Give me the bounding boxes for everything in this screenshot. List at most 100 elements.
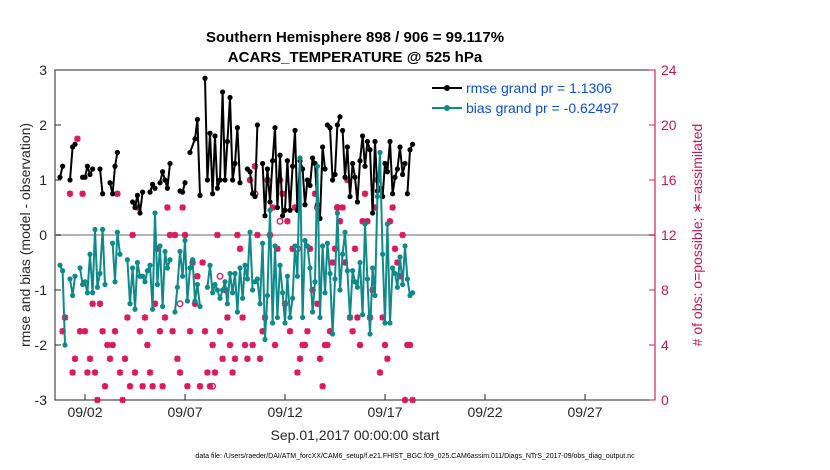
obs-assimilated-marker-35 — [149, 383, 156, 390]
obs-star-stroke — [211, 369, 219, 376]
rmse-point-3-1 — [100, 191, 106, 197]
obs-assimilated-marker-103 — [319, 383, 326, 390]
obs-assimilated-marker-16 — [101, 383, 109, 390]
bias-point-4-12 — [154, 281, 160, 288]
bias-point-6-17 — [247, 229, 253, 235]
rmse-point-12-7 — [277, 152, 283, 158]
bias-point-6-18 — [250, 287, 256, 293]
rmse-point-12-25 — [322, 166, 328, 172]
rmse-point-12-1 — [262, 213, 268, 219]
obs-assimilated-marker-72 — [241, 341, 249, 349]
bias-point-7-28 — [322, 290, 328, 296]
obs-assimilated-marker-43 — [169, 328, 176, 335]
obs-assimilated-marker-128 — [381, 341, 389, 349]
rmse-point-9-2 — [194, 116, 200, 123]
bias-point-7-21 — [304, 243, 310, 249]
bias-point-6-4 — [214, 287, 220, 293]
bias-point-5-2 — [177, 248, 183, 255]
rmse-point-10-5 — [214, 185, 220, 191]
bias-point-7-2 — [257, 301, 263, 307]
bias-point-5-1 — [174, 284, 180, 290]
bias-point-7-53 — [384, 221, 390, 227]
obs-assimilated-marker-50 — [186, 328, 194, 335]
bias-point-7-42 — [357, 259, 363, 266]
rmse-point-4-1 — [110, 191, 116, 197]
obs-star-stroke — [174, 355, 181, 362]
obs-possible-marker-6 — [276, 217, 284, 225]
obs-assimilated-marker-12 — [91, 369, 99, 376]
rmse-point-13-5 — [337, 114, 343, 120]
obs-star-stroke — [141, 314, 149, 321]
bias-point-7-7 — [270, 320, 276, 326]
obs-star-stroke — [339, 204, 346, 211]
bias-point-7-30 — [327, 270, 333, 277]
obs-star-stroke — [84, 369, 91, 376]
obs-star-stroke — [126, 383, 134, 390]
rmse-point-14-18 — [384, 169, 390, 175]
rmse-point-10-0 — [202, 75, 208, 81]
obs-star-stroke — [69, 369, 76, 376]
rmse-point-10-4 — [212, 133, 218, 139]
obs-star-stroke — [166, 231, 174, 239]
obs-assimilated-marker-70 — [236, 245, 244, 252]
bias-point-2-5 — [90, 290, 96, 296]
rmse-point-11-1 — [247, 169, 253, 175]
rmse-point-5-3 — [137, 210, 143, 216]
bias-point-6-5 — [217, 295, 223, 301]
rmse-point-12-17 — [302, 202, 308, 208]
obs-assimilated-marker-117 — [354, 314, 361, 321]
rmse-point-10-3 — [210, 191, 216, 197]
rmse-point-14-10 — [364, 138, 370, 145]
obs-assimilated-marker-139 — [409, 396, 416, 404]
y-tick-label: -1 — [35, 282, 48, 298]
bias-point-3-3 — [117, 251, 123, 257]
rmse-point-14-4 — [350, 160, 356, 167]
obs-star-stroke — [181, 231, 189, 239]
obs-star-stroke — [284, 218, 291, 225]
rmse-point-12-16 — [300, 166, 306, 172]
obs-star-stroke — [219, 355, 226, 362]
bias-point-3-2 — [114, 229, 120, 235]
bias-point-4-1 — [127, 301, 133, 307]
obs-assimilated-marker-3 — [69, 369, 76, 376]
bias-point-7-36 — [342, 229, 348, 235]
bias-point-7-8 — [272, 243, 278, 249]
obs-star-stroke — [209, 341, 216, 349]
rmse-point-4-3 — [114, 149, 120, 156]
obs-assimilated-marker-57 — [204, 369, 211, 376]
bias-point-2-10 — [102, 281, 108, 288]
obs-assimilated-marker-53 — [194, 273, 201, 280]
obs-possible-marker-3 — [209, 382, 217, 390]
obs-assimilated-marker-20 — [111, 328, 119, 335]
obs-assimilated-marker-4 — [71, 355, 79, 362]
obs-assimilated-marker-31 — [139, 383, 146, 390]
bias-point-1-1 — [70, 292, 76, 299]
x-axis-label: Sep.01,2017 00:00:00 start — [271, 427, 440, 443]
y2-axis-label: # of obs: o=possible; ∗=assimilated — [689, 124, 705, 347]
obs-star-stroke — [169, 328, 176, 335]
rmse-point-10-2 — [207, 130, 213, 136]
obs-star-stroke — [99, 328, 106, 335]
obs-star-stroke — [244, 355, 251, 362]
bias-point-7-44 — [362, 221, 368, 227]
obs-assimilated-marker-30 — [136, 328, 144, 335]
bias-point-3-1 — [112, 279, 118, 285]
rmse-point-10-10 — [227, 94, 233, 101]
rmse-point-15-1 — [407, 147, 413, 153]
bias-point-7-11 — [280, 290, 286, 296]
rmse-point-10-12 — [232, 160, 238, 167]
bias-point-7-13 — [284, 273, 290, 279]
legend-marker-rmse — [444, 85, 450, 91]
rmse-point-14-1 — [342, 174, 348, 180]
bias-point-0-0 — [57, 262, 63, 268]
bias-point-5-3 — [180, 273, 186, 279]
obs-assimilated-marker-90 — [286, 328, 294, 335]
obs-assimilated-marker-5 — [74, 135, 81, 142]
obs-star-stroke — [146, 369, 154, 376]
rmse-point-10-13 — [234, 125, 240, 131]
obs-star-stroke — [399, 231, 406, 239]
obs-assimilated-marker-55 — [199, 259, 206, 266]
y-tick-label: -3 — [35, 392, 48, 408]
rmse-point-12-19 — [307, 182, 313, 189]
bias-point-7-33 — [334, 210, 340, 216]
